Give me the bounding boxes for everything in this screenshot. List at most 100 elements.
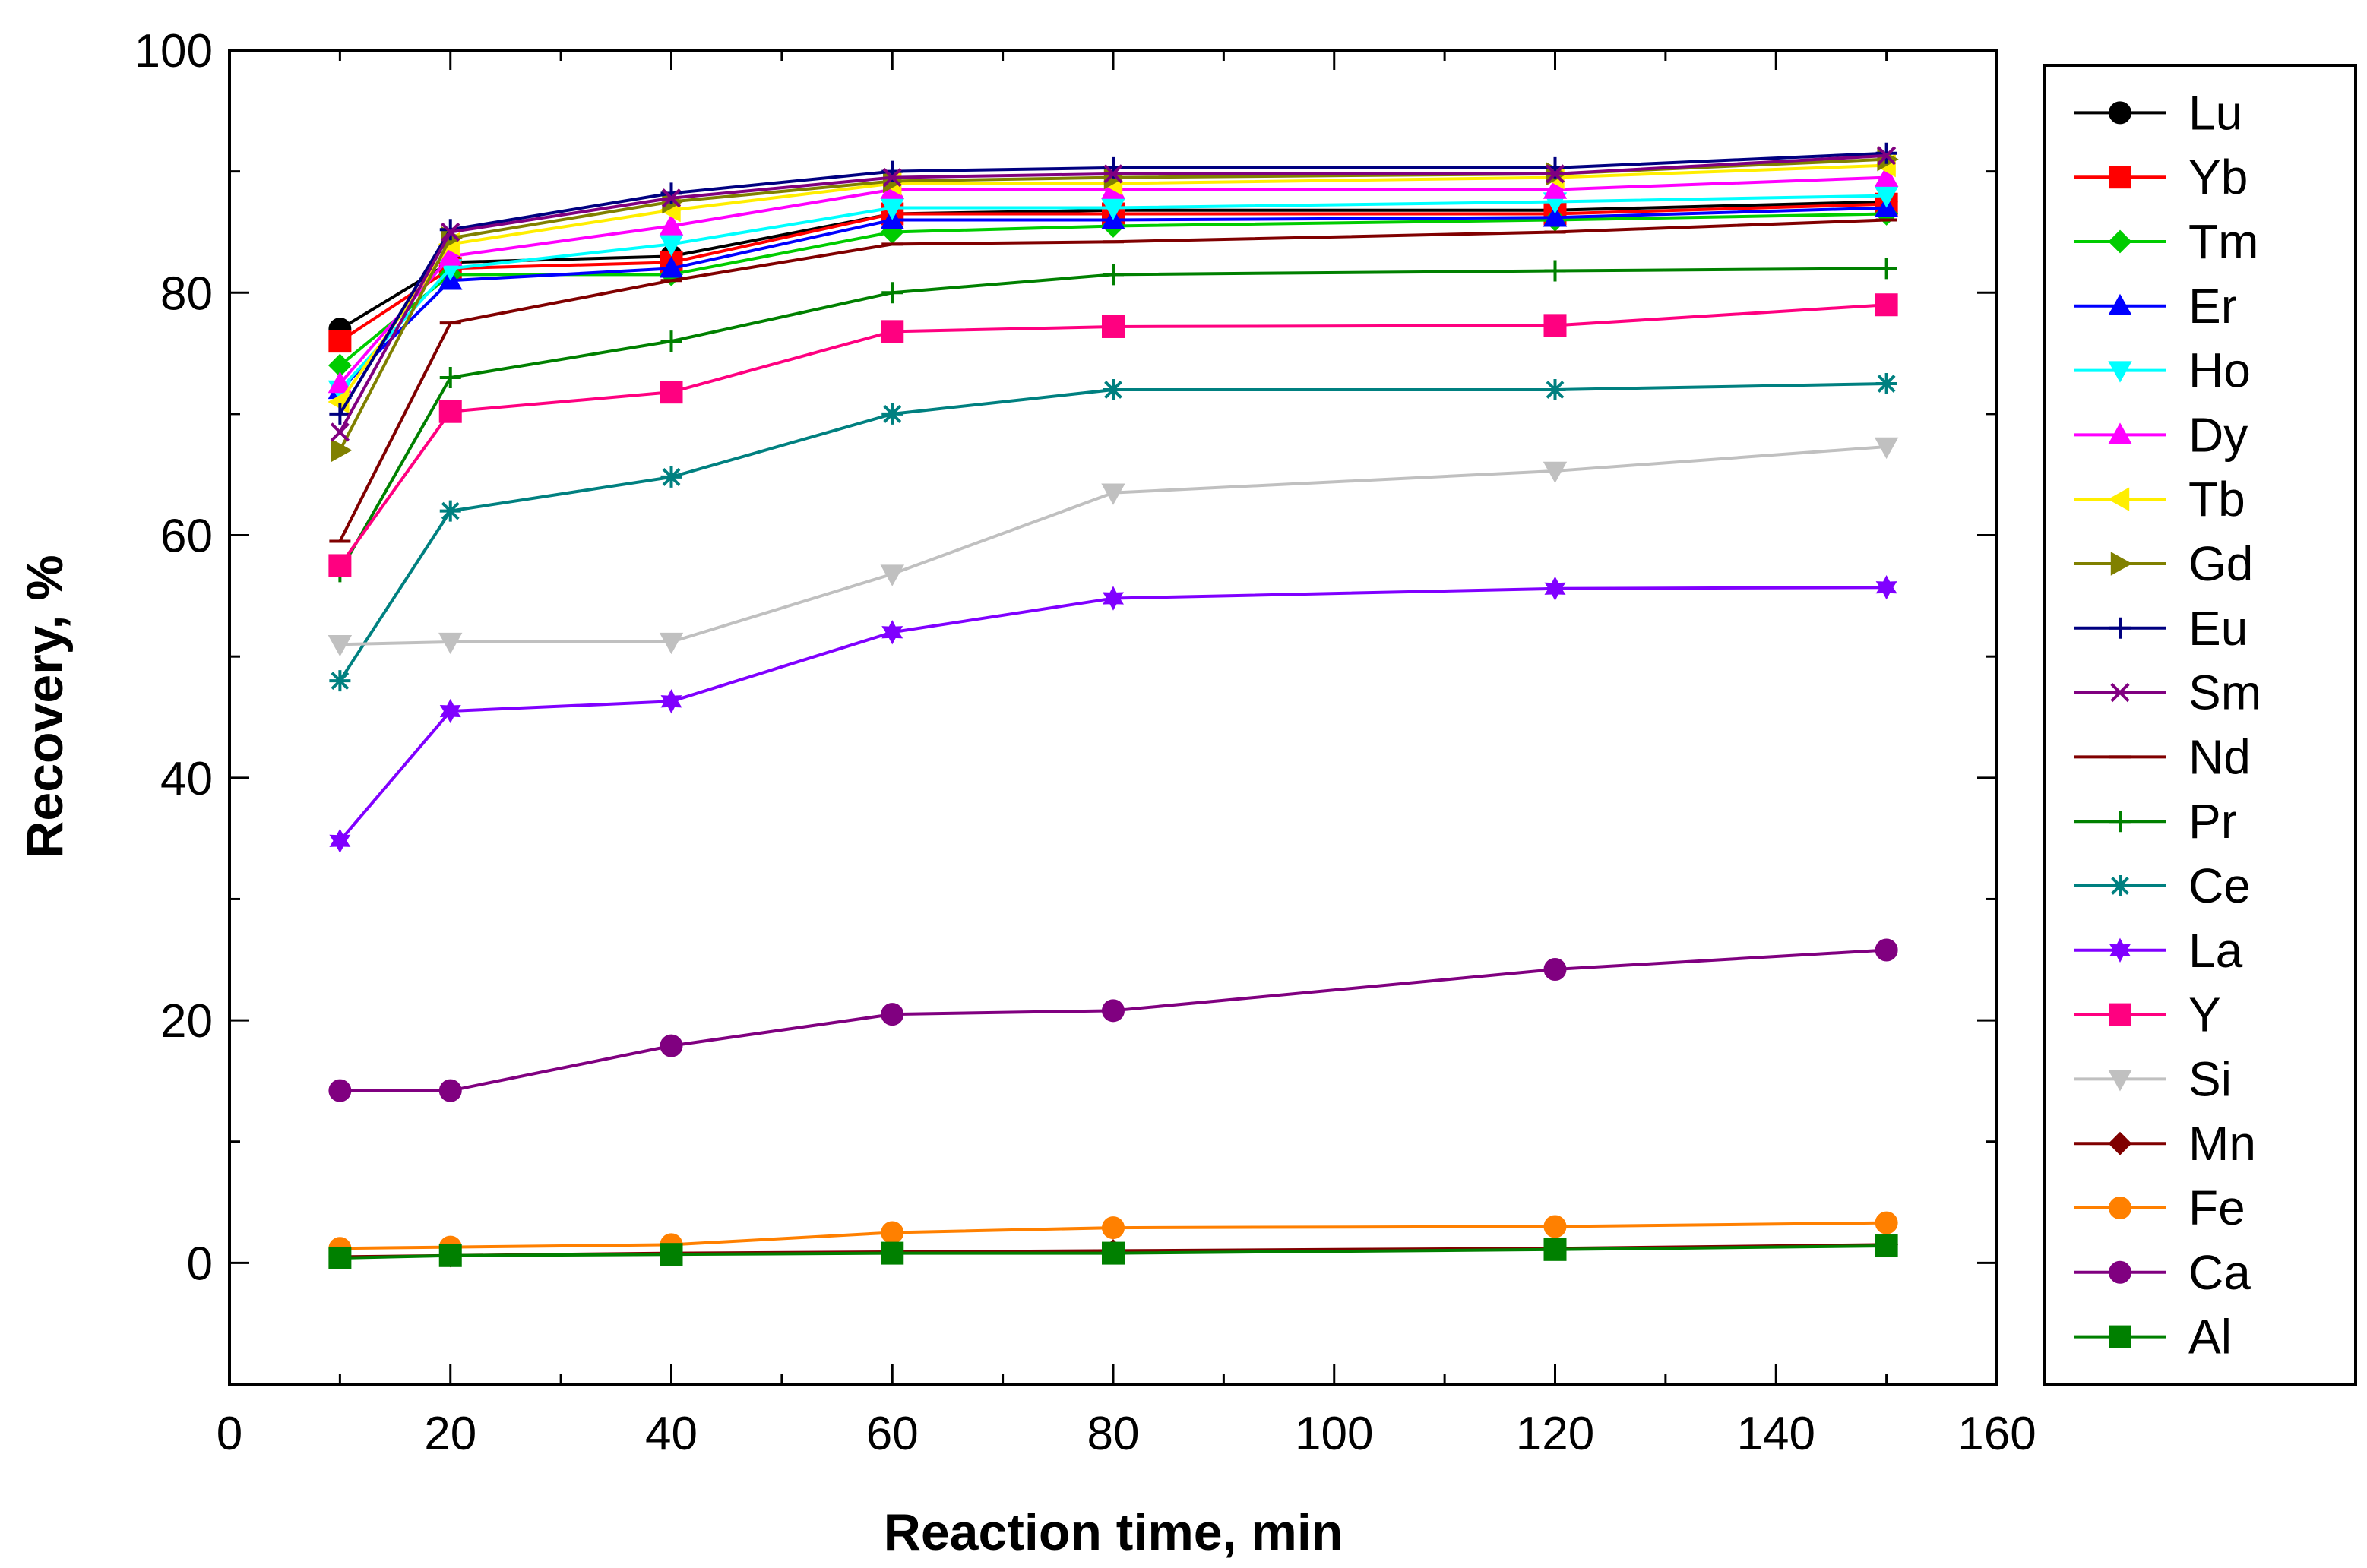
data-point-la <box>660 689 682 714</box>
legend-swatch-marker <box>2109 811 2131 833</box>
legend-swatch-marker <box>2108 1070 2132 1092</box>
legend-item-ho: Ho <box>2074 343 2251 398</box>
data-point-y <box>1102 315 1125 338</box>
data-point-ho <box>880 198 904 220</box>
legend-item-nd: Nd <box>2074 729 2251 784</box>
legend-label: Fe <box>2188 1181 2245 1235</box>
legend-swatch-marker <box>2107 487 2130 511</box>
series-nd <box>329 218 1897 543</box>
series-line-y <box>338 303 1887 567</box>
data-point-fe <box>1102 1216 1125 1240</box>
legend-swatch-marker <box>2109 1003 2131 1026</box>
y-tick-label: 80 <box>160 267 213 320</box>
data-point-al <box>328 1246 352 1269</box>
data-point-dy <box>438 244 463 266</box>
legend-label: Y <box>2188 988 2221 1042</box>
x-tick-label: 0 <box>217 1408 242 1460</box>
data-point-dy <box>328 371 353 394</box>
legend-swatch-marker <box>2109 166 2131 189</box>
data-point-al <box>1543 1238 1567 1261</box>
legend-swatch-marker <box>2108 293 2132 315</box>
data-point-gd <box>331 438 353 463</box>
data-point-eu <box>660 182 682 204</box>
data-point-y <box>1543 314 1567 337</box>
legend-label: Tm <box>2188 214 2258 269</box>
data-point-ce <box>1875 373 1897 394</box>
y-tick-label: 20 <box>160 995 213 1048</box>
series-sm <box>330 146 1897 442</box>
y-tick-label: 0 <box>187 1238 213 1290</box>
legend-swatch-marker <box>2109 1197 2131 1219</box>
legend-item-mn: Mn <box>2074 1116 2256 1171</box>
data-point-fe <box>1875 1211 1898 1234</box>
x-axis-title: Reaction time, min <box>884 1503 1343 1561</box>
legend-item-y: Y <box>2074 988 2221 1042</box>
data-point-la <box>439 698 461 724</box>
series-ce <box>329 373 1897 692</box>
data-point-si <box>880 564 904 586</box>
series-pr <box>329 258 1897 583</box>
data-point-y <box>328 554 352 577</box>
legend-label: Yb <box>2188 150 2248 204</box>
legend-item-eu: Eu <box>2074 601 2248 656</box>
series-line-si <box>340 445 1887 646</box>
data-point-si <box>1874 437 1899 460</box>
data-point-ho <box>1874 186 1899 208</box>
series-layer <box>328 142 1899 1269</box>
data-point-si <box>659 632 684 655</box>
legend-label: Tb <box>2188 472 2245 526</box>
data-point-ho <box>659 235 684 257</box>
legend: Lu Yb Tm Er Ho Dy Tb Gd Eu Sm Nd Pr Ce La Y Si Mn Fe Ca Al <box>2043 64 2357 1386</box>
x-tick-label: 140 <box>1737 1408 1815 1460</box>
legend-swatch-marker <box>2108 361 2132 383</box>
data-point-y <box>438 400 462 423</box>
data-point-pr <box>1544 260 1566 282</box>
data-point-y <box>660 381 683 404</box>
data-point-sm <box>441 222 460 242</box>
data-point-pr <box>881 282 903 304</box>
data-point-ca <box>438 1079 462 1102</box>
y-axis-title: Recovery, % <box>16 555 74 858</box>
legend-swatch-marker <box>2108 1131 2132 1155</box>
data-point-y <box>881 320 904 343</box>
legend-swatch-marker <box>2110 682 2130 703</box>
data-point-pr <box>1875 258 1897 280</box>
data-point-dy <box>1874 165 1899 187</box>
data-point-eu <box>329 403 351 425</box>
legend-label: Pr <box>2188 794 2237 849</box>
data-point-y <box>1875 293 1898 317</box>
data-point-sm <box>330 422 350 442</box>
data-point-al <box>1875 1234 1898 1258</box>
legend-item-tb: Tb <box>2074 472 2245 526</box>
legend-label: Ho <box>2188 343 2251 398</box>
series-ca <box>328 938 1898 1102</box>
data-point-ho <box>1101 198 1125 220</box>
data-point-yb <box>328 330 352 353</box>
data-point-ce <box>660 466 682 488</box>
legend-item-tm: Tm <box>2074 214 2258 269</box>
data-point-al <box>438 1244 462 1267</box>
series-eu <box>329 142 1897 425</box>
data-point-ce <box>1103 378 1124 400</box>
x-tick-label: 40 <box>645 1408 698 1460</box>
legend-item-ce: Ce <box>2074 858 2251 913</box>
legend-label: Ce <box>2188 858 2251 913</box>
data-point-er <box>659 256 684 278</box>
legend-swatch-marker <box>2109 937 2131 963</box>
legend-swatch-marker <box>2109 1260 2131 1284</box>
legend-label: Lu <box>2188 85 2242 140</box>
legend-label: Si <box>2188 1051 2232 1106</box>
legend-label: Dy <box>2188 407 2248 462</box>
legend-box <box>2043 64 2357 1386</box>
data-point-sm <box>1877 146 1897 166</box>
data-point-ca <box>1102 999 1125 1023</box>
data-point-ce <box>329 670 351 692</box>
legend-label: Er <box>2188 279 2237 334</box>
legend-item-sm: Sm <box>2074 665 2261 720</box>
legend-swatch-marker <box>2109 875 2131 896</box>
data-point-sm <box>1103 164 1123 184</box>
data-point-sm <box>882 168 902 188</box>
legend-label: La <box>2188 923 2243 978</box>
legend-label: Mn <box>2188 1116 2256 1171</box>
